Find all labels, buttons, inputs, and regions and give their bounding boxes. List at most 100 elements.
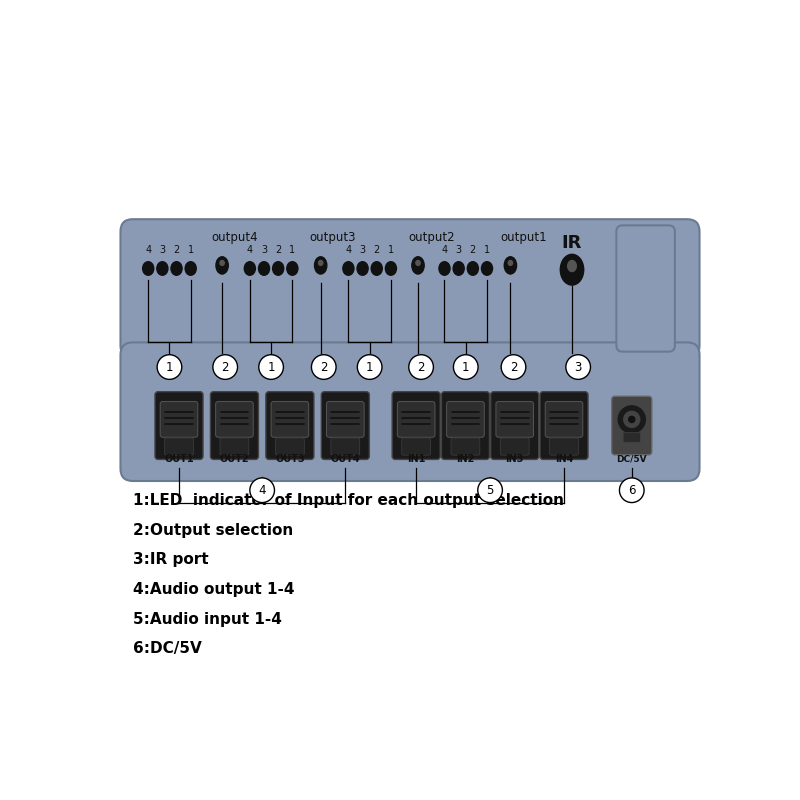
Circle shape <box>409 354 434 379</box>
FancyBboxPatch shape <box>275 438 304 455</box>
Text: IN4: IN4 <box>555 454 573 465</box>
FancyBboxPatch shape <box>446 402 484 438</box>
Ellipse shape <box>560 254 584 285</box>
Text: 1:LED  indicator of Input for each output selection: 1:LED indicator of Input for each output… <box>133 494 564 508</box>
Ellipse shape <box>157 262 168 275</box>
Ellipse shape <box>504 257 517 274</box>
FancyBboxPatch shape <box>500 438 529 455</box>
Text: 2: 2 <box>222 361 229 374</box>
Circle shape <box>478 478 502 502</box>
Circle shape <box>624 411 640 427</box>
FancyBboxPatch shape <box>545 402 583 438</box>
Text: 3: 3 <box>159 245 166 255</box>
Circle shape <box>619 478 644 502</box>
Text: 4: 4 <box>442 245 447 255</box>
FancyBboxPatch shape <box>121 342 699 481</box>
Circle shape <box>501 354 526 379</box>
Text: OUT3: OUT3 <box>275 454 305 465</box>
Text: 3: 3 <box>261 245 267 255</box>
FancyBboxPatch shape <box>266 392 314 459</box>
Ellipse shape <box>482 262 493 275</box>
Text: 1: 1 <box>462 361 470 374</box>
Text: 1: 1 <box>290 245 295 255</box>
Text: 1: 1 <box>484 245 490 255</box>
Text: output3: output3 <box>310 231 356 244</box>
Ellipse shape <box>568 261 576 271</box>
Ellipse shape <box>244 262 255 275</box>
Text: 2: 2 <box>510 361 518 374</box>
Text: IN3: IN3 <box>506 454 524 465</box>
Circle shape <box>358 354 382 379</box>
Ellipse shape <box>171 262 182 275</box>
FancyBboxPatch shape <box>121 219 699 358</box>
Text: output4: output4 <box>211 231 258 244</box>
FancyBboxPatch shape <box>540 392 588 459</box>
Circle shape <box>629 416 635 422</box>
FancyBboxPatch shape <box>451 438 480 455</box>
FancyBboxPatch shape <box>326 402 364 438</box>
Ellipse shape <box>287 262 298 275</box>
Ellipse shape <box>142 262 154 275</box>
FancyBboxPatch shape <box>623 432 640 442</box>
Ellipse shape <box>318 261 323 266</box>
Text: OUT1: OUT1 <box>164 454 194 465</box>
Ellipse shape <box>216 257 228 274</box>
Text: 1: 1 <box>388 245 394 255</box>
Text: 3: 3 <box>456 245 462 255</box>
Circle shape <box>258 354 283 379</box>
Text: 3:IR port: 3:IR port <box>133 553 209 567</box>
Text: 6: 6 <box>628 484 635 497</box>
Ellipse shape <box>416 261 420 266</box>
Ellipse shape <box>412 257 424 274</box>
Text: 4:Audio output 1-4: 4:Audio output 1-4 <box>133 582 294 597</box>
Circle shape <box>618 406 646 433</box>
Ellipse shape <box>467 262 478 275</box>
Ellipse shape <box>439 262 450 275</box>
Text: 4: 4 <box>246 245 253 255</box>
FancyBboxPatch shape <box>550 438 578 455</box>
Text: 2: 2 <box>275 245 282 255</box>
Ellipse shape <box>453 262 464 275</box>
Text: DC/5V: DC/5V <box>617 455 647 464</box>
Ellipse shape <box>220 261 224 266</box>
FancyBboxPatch shape <box>155 392 203 459</box>
FancyBboxPatch shape <box>160 402 198 438</box>
Text: OUT2: OUT2 <box>220 454 250 465</box>
FancyBboxPatch shape <box>612 396 652 455</box>
Text: 3: 3 <box>574 361 582 374</box>
Text: 4: 4 <box>145 245 151 255</box>
Ellipse shape <box>273 262 284 275</box>
Circle shape <box>157 354 182 379</box>
Text: 4: 4 <box>258 484 266 497</box>
FancyBboxPatch shape <box>398 402 435 438</box>
Text: IN1: IN1 <box>407 454 426 465</box>
Ellipse shape <box>508 261 513 266</box>
Ellipse shape <box>343 262 354 275</box>
FancyBboxPatch shape <box>496 402 534 438</box>
FancyBboxPatch shape <box>271 402 309 438</box>
FancyBboxPatch shape <box>322 392 370 459</box>
FancyBboxPatch shape <box>442 392 490 459</box>
FancyBboxPatch shape <box>210 392 258 459</box>
Ellipse shape <box>258 262 270 275</box>
Circle shape <box>213 354 238 379</box>
Text: 3: 3 <box>359 245 366 255</box>
FancyBboxPatch shape <box>165 438 194 455</box>
Ellipse shape <box>314 257 327 274</box>
Text: IR: IR <box>562 234 582 252</box>
Circle shape <box>454 354 478 379</box>
Text: 1: 1 <box>166 361 174 374</box>
Circle shape <box>250 478 274 502</box>
FancyBboxPatch shape <box>616 226 675 352</box>
Text: 1: 1 <box>366 361 374 374</box>
Text: 2: 2 <box>418 361 425 374</box>
FancyBboxPatch shape <box>402 438 430 455</box>
Text: 2: 2 <box>320 361 327 374</box>
Text: 1: 1 <box>267 361 275 374</box>
Text: 4: 4 <box>346 245 351 255</box>
Ellipse shape <box>386 262 397 275</box>
Text: OUT4: OUT4 <box>330 454 360 465</box>
Circle shape <box>566 354 590 379</box>
Text: output1: output1 <box>501 231 547 244</box>
Ellipse shape <box>357 262 368 275</box>
